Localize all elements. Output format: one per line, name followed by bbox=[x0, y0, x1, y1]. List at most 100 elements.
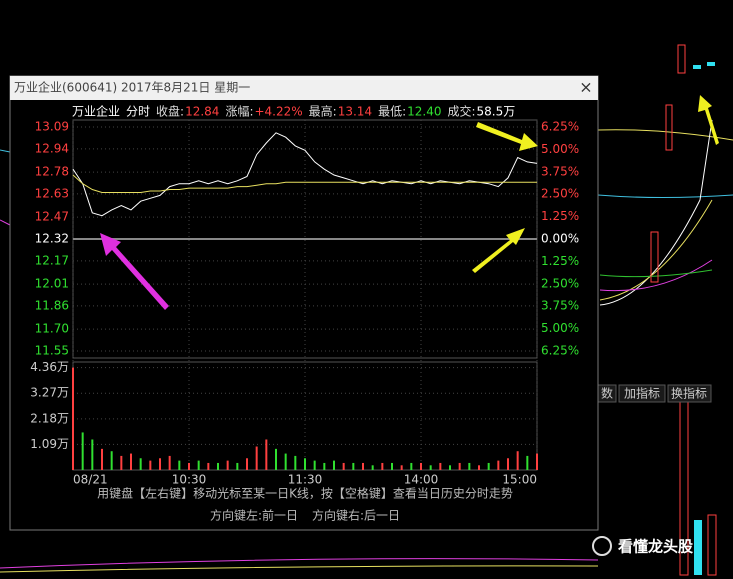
stat-label: 收盘: bbox=[156, 104, 184, 119]
background-curve bbox=[599, 259, 713, 292]
background-candle bbox=[650, 231, 659, 283]
y-tick-label: 12.94 bbox=[35, 141, 69, 155]
volume-bar bbox=[236, 462, 239, 470]
watermark: 看懂龙头股 bbox=[618, 538, 694, 556]
background-curve bbox=[0, 558, 599, 569]
volume-bar bbox=[429, 465, 432, 470]
volume-bar bbox=[362, 462, 364, 470]
volume-bar bbox=[284, 453, 287, 470]
background-curve bbox=[0, 149, 11, 153]
y2-tick-label: 5.00% bbox=[541, 321, 579, 335]
stat-value: 12.40 bbox=[407, 105, 441, 119]
volume-bar bbox=[420, 462, 422, 470]
volume-bar bbox=[72, 367, 74, 470]
volume-bar bbox=[410, 462, 413, 470]
volume-bar bbox=[275, 448, 277, 470]
volume-bar bbox=[487, 462, 490, 470]
y2-tick-label: 1.25% bbox=[541, 209, 579, 223]
volume-bar bbox=[439, 462, 442, 470]
y-tick-label: 12.78 bbox=[35, 165, 69, 179]
volume-bar bbox=[381, 462, 384, 470]
volume-bar bbox=[101, 448, 103, 470]
arrow bbox=[100, 233, 169, 310]
window-title: 万业企业(600641) 2017年8月21日 星期一 bbox=[14, 80, 250, 95]
toolbar: 数 加指标 换指标 bbox=[597, 384, 712, 403]
volume-bar bbox=[342, 462, 345, 470]
toolbar-button[interactable] bbox=[618, 384, 666, 403]
x-tick-label: 11:30 bbox=[288, 473, 323, 487]
volume-bar bbox=[149, 460, 152, 470]
volume-bar bbox=[226, 460, 229, 470]
stat-value: 58.5万 bbox=[477, 105, 516, 119]
volume-bar bbox=[91, 439, 94, 470]
y-tick-label: 12.01 bbox=[35, 277, 69, 291]
volume-bar bbox=[120, 455, 123, 470]
y2-tick-label: 3.75% bbox=[541, 164, 579, 178]
y2-tick-label: 5.00% bbox=[541, 142, 579, 156]
volume-bar bbox=[400, 465, 403, 470]
toolbar-label: 加指标 bbox=[624, 386, 660, 401]
volume-bar bbox=[304, 458, 306, 470]
series-line bbox=[72, 132, 538, 217]
y2-tick-label: 3.75% bbox=[541, 299, 579, 313]
volume-bar bbox=[458, 462, 461, 470]
stat-value: 12.84 bbox=[185, 105, 219, 119]
volume-bar bbox=[536, 453, 538, 470]
y-tick-label: 12.63 bbox=[35, 186, 69, 200]
y2-tick-label: 1.25% bbox=[541, 254, 579, 268]
y-tick-label: 11.70 bbox=[35, 322, 69, 336]
period: 分时 bbox=[126, 105, 150, 119]
y-tick-label: 13.09 bbox=[35, 120, 69, 134]
background-curve bbox=[0, 565, 599, 573]
x-tick-label: 15:00 bbox=[502, 473, 537, 487]
close-button[interactable]: × bbox=[579, 78, 592, 97]
volume-tick-label: 4.36万 bbox=[30, 360, 69, 374]
y2-tick-label: 0.00% bbox=[541, 232, 579, 246]
y-tick-label: 12.47 bbox=[35, 210, 69, 224]
volume-bar bbox=[81, 432, 84, 470]
volume-bar bbox=[139, 458, 142, 470]
background-candle bbox=[693, 65, 701, 69]
y2-tick-label: 6.25% bbox=[541, 344, 579, 358]
volume-bar bbox=[391, 462, 393, 470]
y-tick-label: 12.32 bbox=[35, 232, 69, 246]
y2-tick-label: 2.50% bbox=[541, 276, 579, 290]
stat-label: 涨幅: bbox=[225, 104, 253, 119]
x-tick-label: 08/21 bbox=[73, 473, 108, 487]
toolbar-label: 数 bbox=[601, 386, 613, 401]
background-volume bbox=[694, 520, 702, 575]
x-tick-label: 14:00 bbox=[404, 473, 439, 487]
arrow bbox=[698, 95, 719, 145]
y-tick-label: 12.17 bbox=[35, 253, 69, 267]
volume-bar bbox=[246, 458, 248, 470]
volume-bar bbox=[130, 453, 132, 470]
volume-bar bbox=[255, 446, 258, 470]
volume-bar bbox=[168, 455, 171, 470]
background-volume bbox=[707, 514, 717, 576]
watermark-icon bbox=[592, 536, 612, 556]
volume-bar bbox=[159, 458, 161, 470]
volume-bar bbox=[352, 462, 355, 470]
background-candle bbox=[707, 62, 715, 66]
stock-name: 万业企业 bbox=[72, 104, 120, 119]
title-bar bbox=[10, 76, 598, 100]
background-curve bbox=[0, 219, 11, 226]
annotations bbox=[100, 95, 719, 310]
toolbar-button[interactable] bbox=[667, 384, 712, 403]
y-tick-label: 11.55 bbox=[35, 344, 69, 358]
volume-bar bbox=[526, 455, 529, 470]
x-tick-label: 10:30 bbox=[172, 473, 207, 487]
volume-bar bbox=[265, 439, 268, 470]
volume-bar bbox=[516, 451, 519, 470]
volume-bar bbox=[323, 462, 326, 470]
volume-bar bbox=[449, 465, 451, 470]
volume-bar bbox=[333, 460, 335, 470]
volume-bar bbox=[294, 455, 297, 470]
stat-label: 最高: bbox=[309, 104, 337, 119]
background-curve bbox=[599, 269, 713, 278]
intraday-chart: 万业企业 分时 收盘: 12.84 涨幅: +4.22% 最高: 13.14 最低: 12.40 成… bbox=[30, 104, 579, 487]
volume-bar bbox=[313, 460, 316, 470]
volume-bar bbox=[507, 458, 509, 470]
footer-hint: 用键盘【左右键】移动光标至某一日K线，按【空格键】查看当日历史分时走势 bbox=[97, 486, 513, 501]
